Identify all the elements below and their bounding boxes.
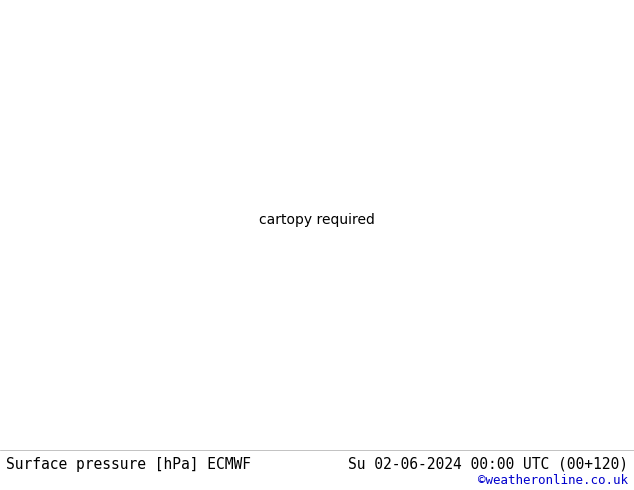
Text: Surface pressure [hPa] ECMWF: Surface pressure [hPa] ECMWF xyxy=(6,457,251,472)
Text: ©weatheronline.co.uk: ©weatheronline.co.uk xyxy=(477,474,628,487)
Text: Su 02-06-2024 00:00 UTC (00+120): Su 02-06-2024 00:00 UTC (00+120) xyxy=(347,457,628,472)
Text: cartopy required: cartopy required xyxy=(259,213,375,227)
